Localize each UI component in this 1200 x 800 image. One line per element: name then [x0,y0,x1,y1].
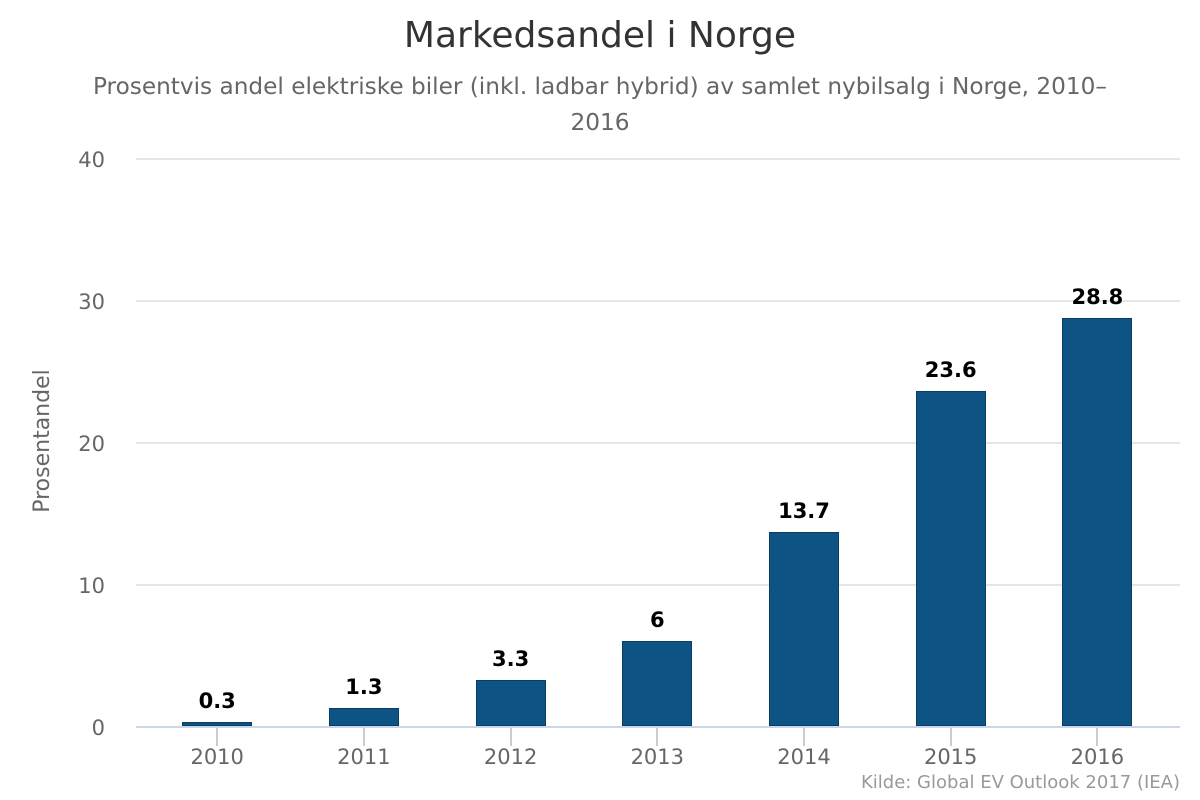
bar-value-label-2014: 13.7 [778,498,830,523]
x-axis-label-2013: 2013 [630,745,685,770]
bar-value-label-2016: 28.8 [1071,284,1124,309]
bar-2016[interactable] [1062,317,1133,727]
chart-subtitle-line1: Prosentvis andel elektriske biler (inkl.… [92,73,1108,100]
bar-value-label-2012: 3.3 [491,646,530,671]
x-axis-label-2010: 2010 [190,745,244,770]
x-axis-line [136,725,1180,728]
x-axis-tick-2016 [1096,727,1099,746]
bar-2012[interactable] [475,679,546,727]
gridline-20 [136,441,1180,444]
bar-2014[interactable] [769,531,839,727]
bar-value-label-2013: 6 [649,608,665,633]
x-axis-label-2011: 2011 [337,745,391,770]
chart-title: Markedsandel i Norge [403,14,797,56]
x-axis-tick-2015 [949,727,952,746]
y-axis-label-20: 20 [78,432,105,457]
x-axis-label-2014: 2014 [777,745,831,770]
y-axis-label-0: 0 [91,716,105,741]
credits-source-link[interactable]: Kilde: Global EV Outlook 2017 (IEA) [860,772,1180,793]
x-axis-tick-2011 [362,727,365,746]
x-axis-tick-2013 [656,727,659,746]
y-axis-label-30: 30 [78,290,105,315]
x-axis-label-2016: 2016 [1070,745,1125,770]
gridline-40 [136,157,1180,160]
bar-value-label-2015: 23.6 [924,358,977,383]
gridline-10 [136,583,1180,586]
bar-2013[interactable] [622,641,693,727]
chart-subtitle: Prosentvis andel elektriske biler (inkl.… [0,69,1200,141]
bar-value-label-2010: 0.3 [198,689,236,714]
x-axis-label-2012: 2012 [483,745,538,770]
x-axis-label-2015: 2015 [923,745,978,770]
bar-2011[interactable] [328,708,399,727]
bar-value-label-2011: 1.3 [345,675,383,700]
x-axis-tick-2014 [803,727,805,746]
x-axis-tick-2012 [509,727,512,746]
bar-2015[interactable] [915,391,986,727]
x-axis-tick-2010 [216,727,219,746]
y-axis-label-40: 40 [78,148,105,173]
gridline-30 [136,299,1180,302]
chart-subtitle-line2: 2016 [570,109,630,136]
y-axis-label-10: 10 [78,574,105,599]
